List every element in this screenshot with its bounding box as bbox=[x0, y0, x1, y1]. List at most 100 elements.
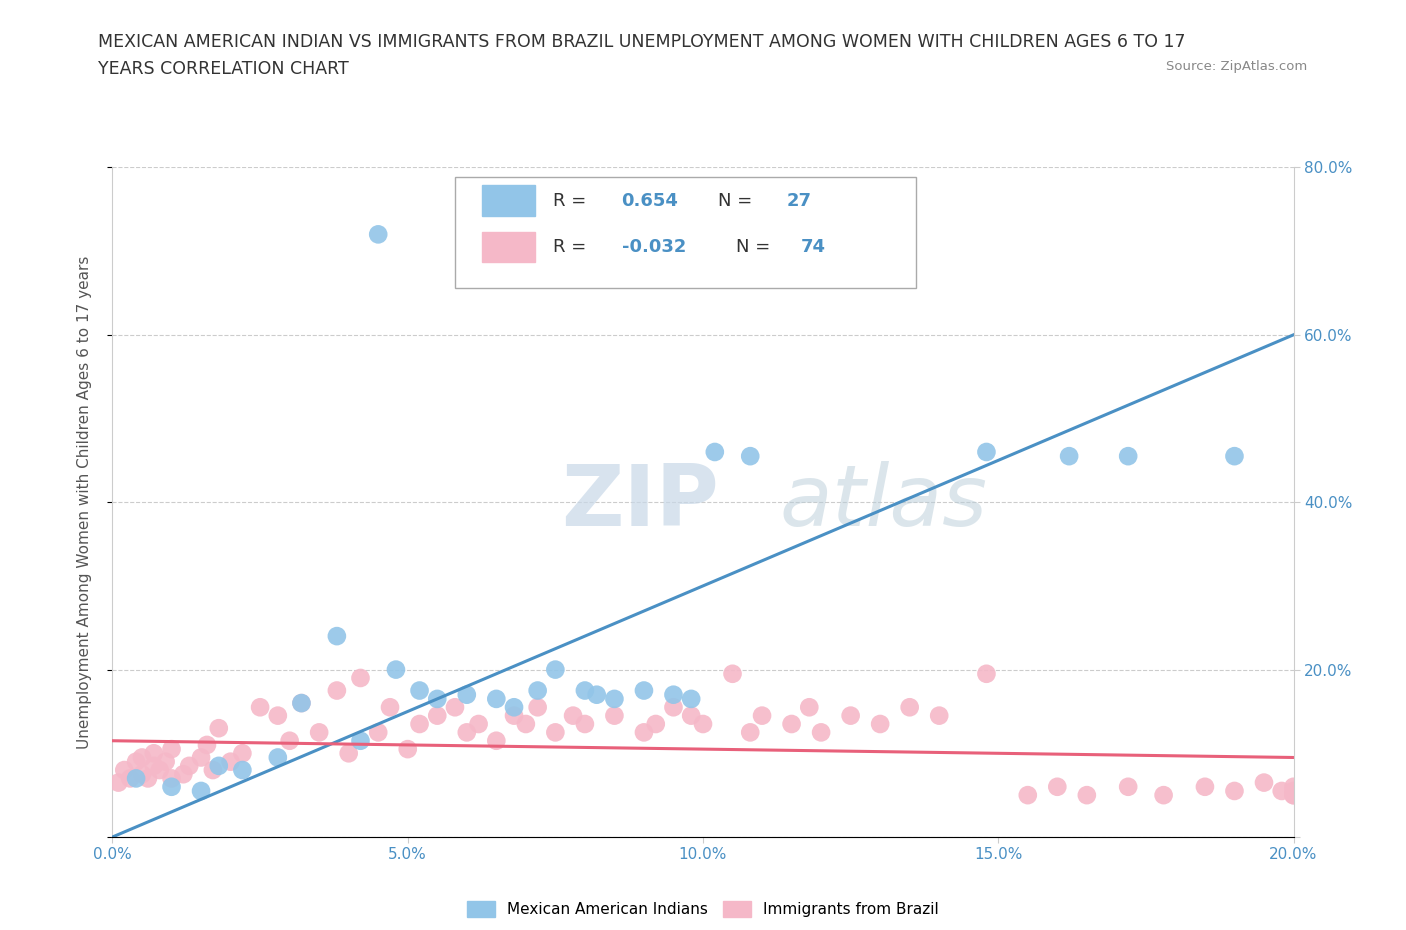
FancyBboxPatch shape bbox=[456, 178, 915, 288]
Point bbox=[444, 700, 467, 715]
Point bbox=[172, 766, 194, 781]
Point bbox=[1282, 788, 1305, 803]
Point bbox=[633, 725, 655, 740]
Point bbox=[456, 725, 478, 740]
Point bbox=[898, 700, 921, 715]
Point bbox=[367, 725, 389, 740]
Point bbox=[142, 746, 165, 761]
Point bbox=[662, 687, 685, 702]
Point bbox=[574, 717, 596, 732]
Point bbox=[544, 725, 567, 740]
Point bbox=[1282, 788, 1305, 803]
Point bbox=[574, 684, 596, 698]
Point bbox=[120, 771, 142, 786]
Point bbox=[426, 709, 449, 724]
Point bbox=[208, 759, 231, 774]
Point bbox=[267, 709, 290, 724]
Point bbox=[367, 227, 389, 242]
Point bbox=[562, 709, 585, 724]
Point bbox=[485, 692, 508, 707]
Point bbox=[208, 721, 231, 736]
Point bbox=[839, 709, 862, 724]
Point bbox=[644, 717, 666, 732]
Point bbox=[456, 687, 478, 702]
Point bbox=[290, 696, 312, 711]
Point bbox=[249, 700, 271, 715]
Point bbox=[526, 700, 548, 715]
Point bbox=[1282, 783, 1305, 798]
Point bbox=[1057, 449, 1080, 464]
Point bbox=[396, 742, 419, 757]
Point bbox=[326, 629, 349, 644]
Point bbox=[408, 684, 430, 698]
Point bbox=[1194, 779, 1216, 794]
Point bbox=[136, 771, 159, 786]
Text: 27: 27 bbox=[787, 192, 811, 209]
Y-axis label: Unemployment Among Women with Children Ages 6 to 17 years: Unemployment Among Women with Children A… bbox=[77, 256, 91, 749]
Text: R =: R = bbox=[553, 192, 592, 209]
Point bbox=[485, 733, 508, 748]
Point bbox=[740, 449, 762, 464]
Point bbox=[349, 671, 371, 685]
Point bbox=[278, 733, 301, 748]
Point bbox=[308, 725, 330, 740]
Point bbox=[721, 667, 744, 682]
Point bbox=[231, 746, 253, 761]
Point bbox=[662, 700, 685, 715]
Point bbox=[603, 692, 626, 707]
Text: N =: N = bbox=[718, 192, 758, 209]
Text: 0.654: 0.654 bbox=[621, 192, 678, 209]
Point bbox=[928, 709, 950, 724]
Point bbox=[179, 759, 201, 774]
Point bbox=[231, 763, 253, 777]
Point bbox=[190, 783, 212, 798]
Point bbox=[267, 750, 290, 764]
Point bbox=[349, 733, 371, 748]
Point bbox=[740, 725, 762, 740]
Point bbox=[1223, 449, 1246, 464]
Point bbox=[1017, 788, 1039, 803]
Point bbox=[195, 737, 218, 752]
Legend: Mexican American Indians, Immigrants from Brazil: Mexican American Indians, Immigrants fro… bbox=[461, 895, 945, 923]
Point bbox=[810, 725, 832, 740]
Point bbox=[125, 771, 148, 786]
Text: 74: 74 bbox=[801, 238, 827, 257]
Point bbox=[515, 717, 537, 732]
Point bbox=[633, 684, 655, 698]
Point bbox=[160, 742, 183, 757]
Point bbox=[703, 445, 725, 459]
Point bbox=[149, 763, 172, 777]
Point bbox=[692, 717, 714, 732]
Point bbox=[112, 763, 135, 777]
Point bbox=[976, 667, 998, 682]
Point bbox=[219, 754, 242, 769]
Point bbox=[503, 700, 526, 715]
Point bbox=[1116, 779, 1139, 794]
Point bbox=[1271, 783, 1294, 798]
Bar bbox=[482, 185, 536, 216]
Point bbox=[751, 709, 773, 724]
Point bbox=[1282, 779, 1305, 794]
Point bbox=[408, 717, 430, 732]
Point bbox=[503, 709, 526, 724]
Text: YEARS CORRELATION CHART: YEARS CORRELATION CHART bbox=[98, 60, 349, 78]
Point bbox=[190, 750, 212, 764]
Point bbox=[1253, 776, 1275, 790]
Point bbox=[290, 696, 312, 711]
Point bbox=[544, 662, 567, 677]
Point bbox=[426, 692, 449, 707]
Point bbox=[160, 779, 183, 794]
Text: MEXICAN AMERICAN INDIAN VS IMMIGRANTS FROM BRAZIL UNEMPLOYMENT AMONG WOMEN WITH : MEXICAN AMERICAN INDIAN VS IMMIGRANTS FR… bbox=[98, 33, 1185, 50]
Point bbox=[467, 717, 489, 732]
Text: Source: ZipAtlas.com: Source: ZipAtlas.com bbox=[1167, 60, 1308, 73]
Text: ZIP: ZIP bbox=[561, 460, 718, 544]
Point bbox=[526, 684, 548, 698]
Text: R =: R = bbox=[553, 238, 592, 257]
Point bbox=[1223, 783, 1246, 798]
Point bbox=[155, 754, 177, 769]
Point bbox=[378, 700, 401, 715]
Point bbox=[142, 759, 165, 774]
Point bbox=[603, 709, 626, 724]
Bar bbox=[482, 232, 536, 262]
Point bbox=[131, 750, 153, 764]
